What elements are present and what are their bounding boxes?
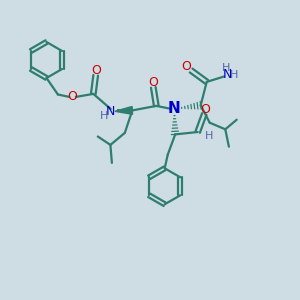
Text: N: N [105,105,115,119]
Polygon shape [115,106,133,114]
Text: N: N [222,68,232,81]
Text: H: H [205,130,213,141]
Text: H: H [100,111,108,122]
Text: H: H [230,70,238,80]
Text: N: N [168,101,181,116]
Text: O: O [91,64,100,77]
Text: O: O [68,90,77,104]
Text: O: O [182,60,191,73]
Text: O: O [200,103,210,116]
Text: H: H [222,63,231,73]
Text: O: O [148,76,158,89]
